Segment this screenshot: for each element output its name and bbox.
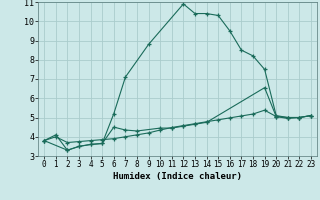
X-axis label: Humidex (Indice chaleur): Humidex (Indice chaleur) bbox=[113, 172, 242, 181]
